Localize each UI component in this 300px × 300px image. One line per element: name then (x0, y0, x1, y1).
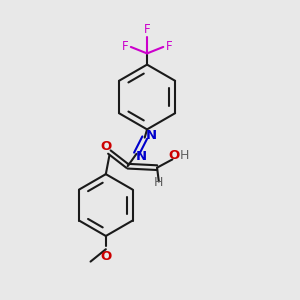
Text: H: H (154, 176, 164, 190)
Text: F: F (166, 40, 172, 53)
Text: O: O (100, 140, 112, 153)
Text: O: O (100, 250, 112, 263)
Text: O: O (168, 149, 179, 162)
Text: N: N (146, 129, 157, 142)
Text: F: F (144, 23, 150, 36)
Text: N: N (136, 150, 147, 163)
Text: H: H (180, 149, 189, 162)
Text: F: F (122, 40, 128, 53)
